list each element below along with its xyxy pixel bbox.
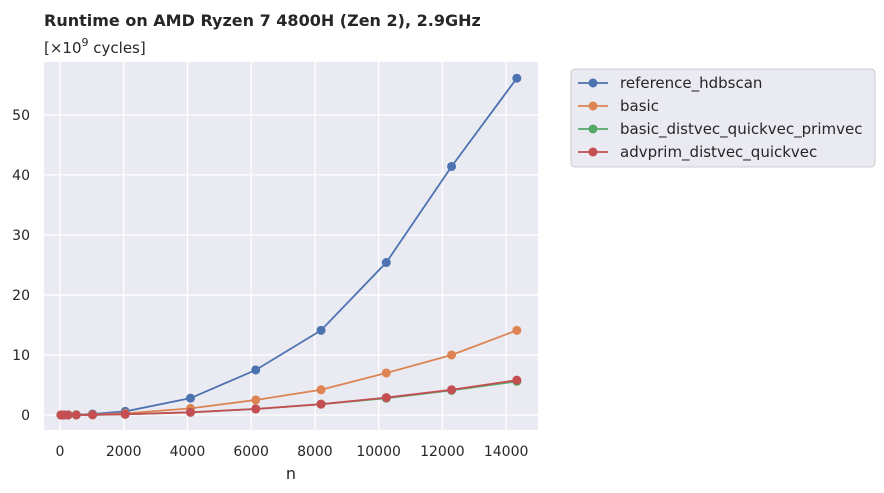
y-tick-label: 10 — [12, 348, 30, 364]
data-point — [316, 325, 326, 335]
data-point — [251, 365, 261, 375]
legend-marker — [588, 101, 598, 111]
legend-marker — [588, 124, 598, 134]
plot-area — [44, 62, 538, 430]
legend-entry: advprim_distvec_quickvec — [578, 143, 817, 162]
y-tick-labels: 0 10 20 30 40 50 — [12, 108, 30, 424]
data-point — [512, 375, 522, 385]
legend-box — [570, 68, 876, 168]
subtitle-exponent: 9 — [82, 36, 89, 49]
data-point — [447, 161, 457, 171]
x-tick-label: 10000 — [356, 444, 401, 460]
data-point — [316, 399, 326, 409]
x-tick-labels: 0 2000 4000 6000 8000 10000 12000 14000 — [55, 444, 528, 460]
y-tick-label: 30 — [12, 228, 30, 244]
data-point — [88, 410, 98, 420]
data-point — [185, 407, 195, 417]
x-tick-label: 8000 — [297, 444, 333, 460]
x-tick-label: 14000 — [484, 444, 529, 460]
data-point — [381, 368, 391, 378]
chart-title: Runtime on AMD Ryzen 7 4800H (Zen 2), 2.… — [44, 11, 481, 30]
y-tick-label: 20 — [12, 288, 30, 304]
x-tick-label: 2000 — [106, 444, 142, 460]
data-point — [120, 409, 130, 419]
data-point — [63, 410, 73, 420]
x-tick-label: 4000 — [170, 444, 206, 460]
legend-label: reference_hdbscan — [620, 74, 762, 93]
legend-entry: reference_hdbscan — [578, 74, 762, 93]
data-point — [512, 325, 522, 335]
x-tick-label: 12000 — [420, 444, 465, 460]
data-point — [381, 258, 391, 268]
legend-entry: basic_distvec_quickvec_primvec — [578, 120, 862, 139]
y-tick-label: 40 — [12, 168, 30, 184]
y-tick-label: 50 — [12, 108, 30, 124]
legend-entry: basic — [578, 97, 659, 115]
data-point — [251, 395, 261, 405]
x-axis-label: n — [286, 464, 296, 483]
chart-subtitle: [×109 cycles] — [44, 36, 146, 57]
data-point — [447, 350, 457, 360]
legend-label: basic_distvec_quickvec_primvec — [620, 120, 862, 139]
x-tick-label: 6000 — [233, 444, 269, 460]
data-point — [71, 410, 81, 420]
legend-marker — [588, 147, 598, 157]
series-layer — [56, 73, 522, 420]
data-point — [512, 73, 522, 83]
data-point — [381, 393, 391, 403]
data-point — [251, 404, 261, 414]
x-tick-label: 0 — [55, 444, 64, 460]
data-point — [185, 393, 195, 403]
legend-label: basic — [620, 97, 659, 115]
data-point — [316, 385, 326, 395]
y-tick-label: 0 — [21, 408, 30, 424]
series-advprim_distvec_quickvec — [56, 375, 522, 420]
grid-lines — [44, 62, 538, 430]
data-point — [447, 385, 457, 395]
legend-label: advprim_distvec_quickvec — [620, 143, 817, 162]
legend-marker — [588, 78, 598, 88]
